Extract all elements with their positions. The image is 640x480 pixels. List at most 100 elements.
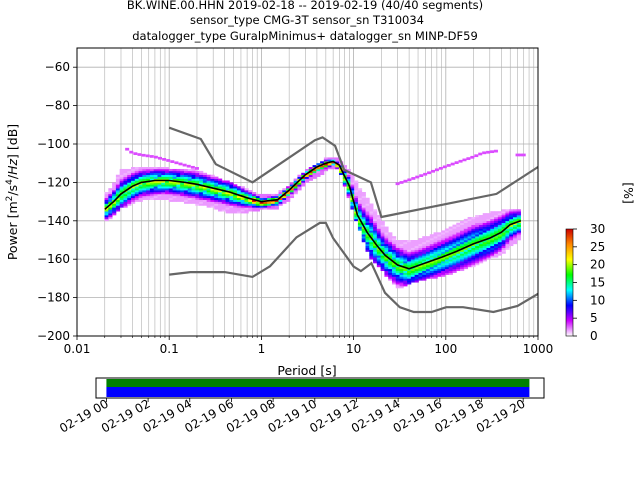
heatmap-cell — [433, 255, 438, 258]
heatmap-cell — [195, 174, 200, 177]
heatmap-cell — [229, 199, 234, 202]
heatmap-cell — [350, 186, 355, 189]
heatmap-cell — [426, 251, 431, 254]
heatmap-cell — [176, 193, 181, 197]
heatmap-cell — [214, 205, 219, 208]
heatmap-cell — [437, 251, 442, 254]
heatmap-cell — [505, 241, 510, 245]
heatmap-cell — [414, 280, 419, 283]
heatmap-cell — [236, 197, 242, 200]
heatmap-cell — [252, 199, 257, 202]
heatmap-cell — [433, 272, 438, 275]
heatmap-cell — [195, 172, 200, 176]
heatmap-cell — [490, 226, 495, 229]
heatmap-cell — [433, 240, 438, 243]
heatmap-cell — [161, 178, 166, 181]
heatmap-cell — [414, 251, 419, 254]
heatmap-cell — [365, 245, 370, 248]
heatmap-cell — [410, 276, 416, 279]
heatmap-cell — [187, 186, 192, 189]
heatmap-cell — [444, 230, 450, 233]
heatmap-cell — [244, 197, 249, 200]
heatmap-cell — [214, 201, 219, 204]
heatmap-cell — [429, 274, 434, 277]
heatmap-cell — [206, 178, 211, 181]
heatmap-cell — [248, 199, 253, 202]
heatmap-cell — [516, 213, 521, 216]
x-tick-label: 0.01 — [64, 342, 91, 356]
heatmap-cell — [486, 234, 491, 237]
heatmap-cell — [304, 176, 310, 179]
heatmap-cell — [418, 259, 423, 262]
heatmap-cell — [335, 165, 340, 168]
colorbar-tick-label: 5 — [590, 311, 598, 325]
heatmap-cell — [165, 184, 170, 187]
heatmap-cell — [229, 197, 234, 200]
heatmap-cell — [395, 257, 400, 260]
heatmap-cell — [119, 172, 124, 176]
heatmap-cell — [505, 236, 510, 239]
heatmap-cell — [399, 270, 404, 273]
heatmap-cell — [482, 259, 487, 262]
heatmap-cell — [365, 243, 370, 247]
heatmap-cell — [131, 195, 136, 199]
heatmap-cell — [229, 195, 234, 199]
heatmap-cell — [153, 176, 158, 179]
heatmap-cell — [460, 220, 465, 224]
heatmap-cell — [414, 268, 419, 272]
heatmap-cell — [248, 193, 253, 197]
heatmap-cell — [403, 278, 408, 281]
heatmap-cell — [183, 168, 189, 172]
heatmap-cell — [320, 170, 325, 174]
heatmap-cell — [346, 190, 351, 193]
heatmap-cell — [365, 238, 370, 241]
heatmap-cell — [475, 228, 480, 231]
heatmap-cell — [422, 272, 427, 275]
heatmap-cell — [407, 268, 412, 272]
heatmap-cell — [448, 228, 453, 231]
heatmap-cell — [365, 224, 370, 227]
heatmap-cell — [278, 190, 283, 193]
heatmap-cell — [229, 207, 234, 210]
heatmap-cell — [444, 261, 450, 264]
heatmap-cell — [426, 245, 431, 248]
heatmap-cell — [426, 272, 431, 275]
heatmap-cell — [206, 190, 211, 193]
heatmap-cell — [418, 240, 423, 243]
heatmap-cell — [414, 257, 419, 260]
heatmap-cell — [516, 209, 521, 212]
heatmap-cell — [168, 192, 174, 195]
heatmap-cell — [183, 170, 189, 174]
heatmap-cell — [482, 215, 487, 218]
heatmap-cell — [176, 168, 181, 172]
heatmap-cell — [463, 232, 469, 235]
heatmap-cell — [199, 190, 204, 193]
heatmap-cell — [494, 255, 499, 258]
heatmap-cell — [123, 203, 128, 206]
heatmap-cell — [429, 240, 434, 243]
heatmap-cell — [127, 184, 132, 187]
outlier-cell — [458, 159, 463, 163]
heatmap-cell — [138, 197, 143, 200]
heatmap-cell — [463, 226, 469, 229]
heatmap-cell — [357, 190, 363, 193]
heatmap-cell — [444, 272, 450, 275]
heatmap-cell — [108, 197, 113, 200]
heatmap-cell — [475, 230, 480, 233]
heatmap-cell — [467, 247, 472, 250]
heatmap-cell — [380, 234, 385, 237]
heatmap-cell — [369, 205, 374, 208]
heatmap-cell — [327, 163, 332, 166]
heatmap-cell — [115, 201, 121, 204]
heatmap-cell — [380, 264, 385, 268]
heatmap-cell — [252, 205, 257, 208]
heatmap-cell — [115, 180, 121, 183]
heatmap-cell — [433, 266, 438, 270]
heatmap-cell — [134, 192, 139, 195]
heatmap-cell — [494, 211, 499, 214]
heatmap-cell — [316, 163, 321, 166]
heatmap-cell — [448, 230, 453, 233]
heatmap-cell — [403, 255, 408, 258]
heatmap-cell — [463, 218, 469, 222]
heatmap-cell — [123, 182, 128, 185]
